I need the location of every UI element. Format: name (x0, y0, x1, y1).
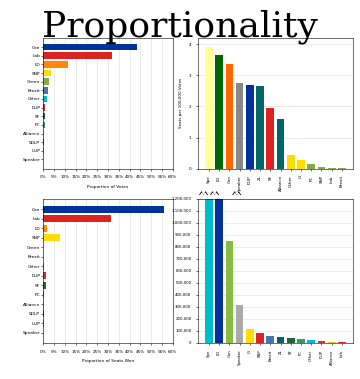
Bar (43, 225, 47, 232)
Bar (236, 83, 243, 169)
Bar (297, 160, 305, 169)
Bar (43, 320, 44, 327)
Bar (297, 340, 305, 343)
Bar (43, 104, 45, 111)
Bar (328, 168, 336, 169)
Bar (43, 272, 46, 279)
X-axis label: Proportion of Votes: Proportion of Votes (87, 185, 129, 189)
Bar (246, 329, 254, 343)
Bar (328, 341, 336, 343)
Bar (43, 130, 44, 137)
Bar (318, 341, 325, 343)
Bar (266, 336, 274, 343)
Bar (43, 147, 44, 154)
Bar (43, 87, 48, 94)
Bar (43, 78, 49, 85)
Bar (43, 291, 44, 298)
Bar (246, 85, 254, 169)
Bar (43, 139, 44, 146)
Bar (287, 155, 294, 169)
Bar (43, 122, 45, 128)
Bar (205, 127, 213, 343)
X-axis label: Proportion of Seats Won: Proportion of Seats Won (82, 359, 134, 363)
Bar (205, 47, 213, 169)
Bar (277, 337, 284, 343)
Bar (318, 167, 325, 169)
Bar (43, 301, 44, 308)
Bar (266, 108, 274, 169)
Bar (256, 86, 264, 169)
Y-axis label: Seats per 100,000 Votes: Seats per 100,000 Votes (179, 78, 183, 128)
Bar (338, 342, 346, 343)
Bar (256, 334, 264, 343)
Bar (43, 113, 45, 119)
Bar (43, 61, 68, 67)
Bar (43, 44, 137, 50)
Bar (236, 305, 243, 343)
Bar (287, 338, 294, 343)
Bar (225, 241, 233, 343)
Bar (43, 310, 44, 317)
Bar (43, 263, 44, 270)
Bar (277, 119, 284, 169)
Bar (225, 64, 233, 169)
Bar (43, 52, 112, 59)
Bar (43, 234, 60, 241)
Bar (307, 340, 315, 343)
Bar (307, 164, 315, 169)
Bar (215, 139, 223, 343)
Text: Proportionality: Proportionality (42, 9, 318, 44)
Bar (43, 215, 111, 222)
Bar (215, 55, 223, 169)
Bar (43, 282, 46, 289)
Bar (43, 205, 164, 213)
Bar (43, 96, 47, 102)
Bar (43, 70, 51, 76)
